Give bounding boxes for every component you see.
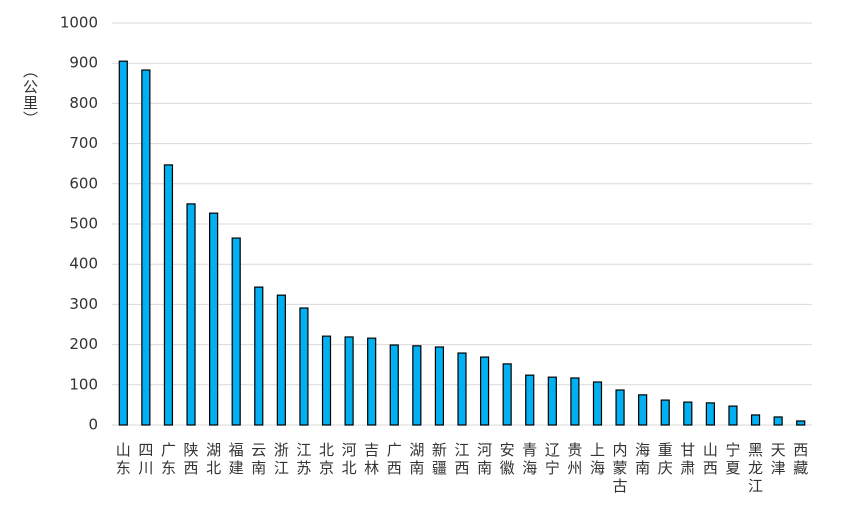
- x-tick-label: 新疆: [432, 441, 447, 477]
- bar: [525, 374, 535, 426]
- bar: [367, 337, 377, 426]
- bar: [209, 212, 219, 426]
- bar: [750, 414, 761, 426]
- bar: [502, 363, 512, 426]
- y-tick-label: 800: [69, 94, 98, 112]
- x-tick-label: 湖南: [409, 441, 424, 477]
- bar: [186, 203, 196, 426]
- y-tick-label: 400: [69, 255, 98, 273]
- bar: [660, 399, 670, 426]
- x-tick-label: 江西: [454, 441, 469, 477]
- x-tick-label: 辽宁: [545, 441, 560, 477]
- y-tick-label: 300: [69, 295, 98, 313]
- y-tick-label: 0: [88, 416, 98, 434]
- bar: [796, 420, 806, 426]
- x-tick-label: 山西: [703, 441, 718, 477]
- y-tick-label: 1000: [60, 14, 98, 32]
- x-tick-label: 广西: [387, 441, 402, 477]
- x-tick-label: 青海: [522, 441, 537, 477]
- x-tick-label: 河北: [342, 441, 357, 477]
- x-tick-label: 甘肃: [680, 441, 695, 477]
- bar: [344, 336, 354, 426]
- bar: [231, 237, 241, 426]
- x-tick-label: 北京: [319, 441, 334, 477]
- x-tick-label: 贵州: [567, 441, 582, 477]
- bar: [118, 60, 128, 426]
- bar: [570, 377, 580, 426]
- x-tick-label: 吉林: [364, 441, 379, 477]
- y-axis-label: （公里）: [21, 63, 39, 127]
- x-tick-label: 四川: [138, 441, 153, 477]
- bar: [683, 401, 693, 426]
- x-tick-label: 宁夏: [725, 441, 740, 477]
- bar: [547, 376, 557, 426]
- bar: [321, 335, 332, 426]
- bar: [299, 307, 309, 426]
- y-tick-label: 100: [69, 375, 98, 393]
- bar: [434, 346, 445, 426]
- y-tick-label: 600: [69, 174, 98, 192]
- x-tick-label: 重庆: [658, 441, 673, 477]
- y-tick-label: 700: [69, 134, 98, 152]
- x-tick-label: 陕西: [184, 441, 199, 477]
- bar: [615, 389, 625, 426]
- y-tick-label: 500: [69, 215, 98, 233]
- y-tick-label: 900: [69, 54, 98, 72]
- bar: [773, 416, 783, 426]
- x-tick-label: 海南: [635, 441, 650, 477]
- x-tick-label: 山东: [116, 441, 131, 477]
- x-tick-label: 河南: [477, 441, 492, 477]
- x-tick-label: 安徽: [500, 441, 515, 477]
- bar: [141, 69, 151, 426]
- x-tick-label: 云南: [251, 441, 266, 477]
- bar: [163, 164, 174, 426]
- bar: [254, 286, 264, 426]
- bar: [479, 356, 490, 426]
- x-tick-label: 江苏: [296, 441, 311, 477]
- bar: [457, 352, 467, 426]
- x-tick-label: 内蒙古: [613, 441, 628, 495]
- x-tick-label: 广东: [161, 441, 176, 477]
- x-tick-label: 天津: [771, 441, 786, 477]
- bar: [728, 405, 738, 426]
- bar: [705, 402, 715, 426]
- x-tick-label: 上海: [590, 441, 605, 477]
- x-tick-label: 浙江: [274, 441, 289, 477]
- bar: [276, 294, 286, 426]
- x-tick-label: 福建: [229, 441, 244, 477]
- bar: [389, 344, 399, 426]
- bar: [592, 381, 603, 426]
- x-tick-label: 黑龙江: [748, 441, 763, 495]
- bar: [412, 345, 422, 426]
- x-tick-label: 湖北: [206, 441, 221, 477]
- bar: [638, 394, 648, 426]
- y-tick-label: 200: [69, 335, 98, 353]
- x-tick-label: 西藏: [793, 441, 808, 477]
